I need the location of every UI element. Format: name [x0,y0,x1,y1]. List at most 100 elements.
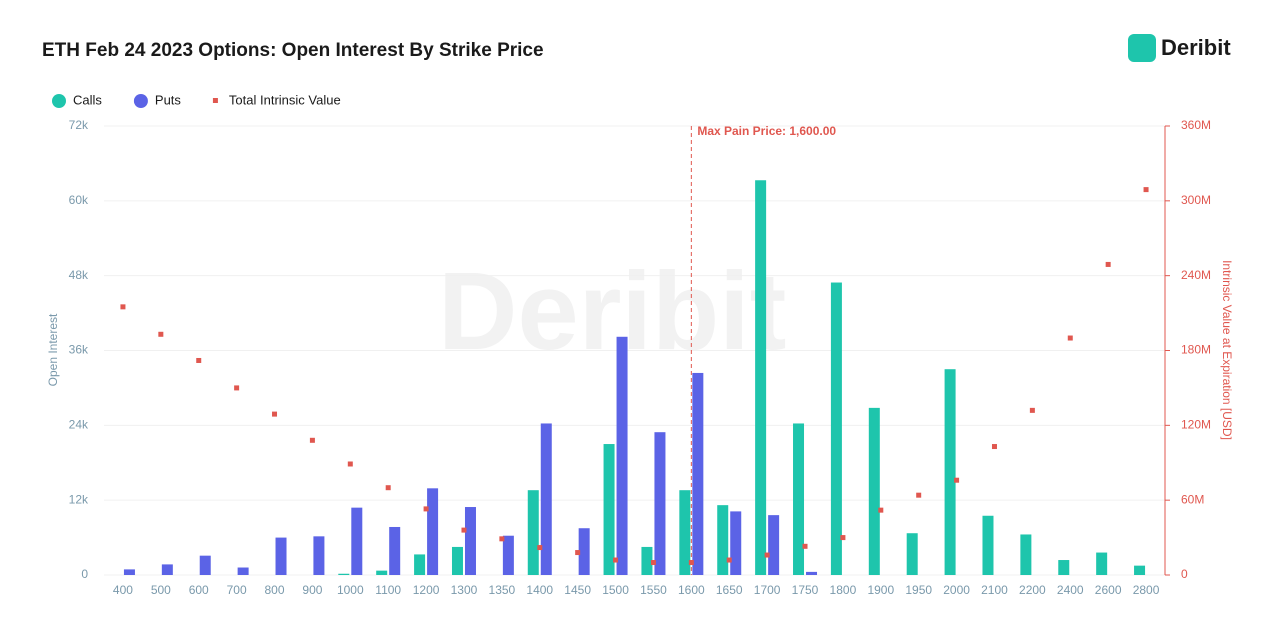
x-tick-label: 900 [302,583,322,597]
bar [692,372,704,575]
bar [793,423,805,575]
point [537,545,543,551]
x-tick-label: 800 [265,583,285,597]
bar [868,407,880,575]
x-tick-label: 1000 [337,583,364,597]
y-axis-title: Open Interest [46,313,60,386]
y-tick-label: 24k [69,418,89,432]
bar [830,282,842,575]
x-tick-label: 2000 [943,583,970,597]
bar [275,537,287,575]
y-tick-label: 12k [69,492,89,506]
x-tick-label: 2400 [1057,583,1084,597]
point [1067,335,1073,341]
bar [768,515,780,575]
bar [540,423,552,575]
logo-icon [1128,34,1156,62]
bar [982,515,994,575]
point [461,527,467,533]
bar [376,570,388,575]
point [309,437,315,443]
bar [730,511,742,575]
point [991,444,997,450]
bar [1134,565,1146,575]
bar [464,507,476,575]
bar [906,533,918,575]
y-tick-label: 60k [69,193,89,207]
bar [502,535,514,575]
point [613,557,619,563]
bar [654,432,666,575]
annotation-label: Max Pain Price: 1,600.00 [697,124,836,138]
bar [351,507,363,575]
y2-tick-label: 60M [1181,492,1204,506]
bar [1096,552,1108,575]
bar [199,555,211,575]
x-tick-label: 1450 [564,583,591,597]
point [499,536,505,542]
point [575,550,581,556]
x-tick-label: 1200 [413,583,440,597]
point [1143,187,1149,193]
point [120,304,126,310]
point [158,331,164,337]
bar [616,336,628,575]
x-tick-label: 2800 [1133,583,1160,597]
point [272,411,278,417]
point [764,552,770,558]
x-tick-label: 1750 [792,583,819,597]
bar [603,444,615,575]
x-tick-label: 1600 [678,583,705,597]
x-tick-label: 1300 [451,583,478,597]
bar [338,573,350,575]
x-tick-label: 1100 [375,583,401,597]
point [802,543,808,549]
y2-tick-label: 240M [1181,268,1211,282]
x-tick-label: 1950 [905,583,932,597]
bar [427,488,439,575]
y2-tick-label: 120M [1181,418,1211,432]
legend-marker [133,94,148,108]
y-tick-label: 72k [69,118,89,132]
y-tick-label: 0 [81,567,88,581]
point [916,492,922,498]
y2-axis-title: Intrinsic Value at Expiration [USD] [1220,260,1234,440]
y-tick-label: 36k [69,343,89,357]
legend-marker [212,98,218,103]
watermark: Deribit [438,250,786,373]
legend-label[interactable]: Total Intrinsic Value [229,92,341,107]
point [1105,261,1111,267]
x-tick-label: 1400 [526,583,553,597]
bar [1020,534,1032,575]
y2-tick-label: 0 [1181,567,1188,581]
x-tick-label: 700 [227,583,247,597]
logo-text: Deribit [1161,35,1231,60]
x-tick-label: 2600 [1095,583,1122,597]
x-tick-label: 1500 [602,583,629,597]
bar [717,505,729,575]
chart-title: ETH Feb 24 2023 Options: Open Interest B… [42,40,544,61]
bar [161,564,173,575]
x-tick-label: 1800 [830,583,857,597]
bar [755,180,767,576]
x-tick-label: 600 [189,583,209,597]
y2-tick-label: 180M [1181,343,1211,357]
x-tick-label: 1650 [716,583,743,597]
bar [806,571,818,575]
point [347,461,353,467]
point [1029,407,1035,413]
legend-label[interactable]: Calls [73,92,102,107]
bar [578,528,590,575]
point [196,357,202,363]
bar [641,546,653,575]
x-tick-label: 500 [151,583,171,597]
point [385,485,391,491]
point [878,507,884,513]
x-tick-label: 1350 [489,583,516,597]
point [423,506,429,512]
bar [944,369,956,575]
x-tick-label: 1900 [867,583,894,597]
legend-label[interactable]: Puts [155,92,182,107]
bar [414,554,426,575]
x-tick-label: 1550 [640,583,667,597]
